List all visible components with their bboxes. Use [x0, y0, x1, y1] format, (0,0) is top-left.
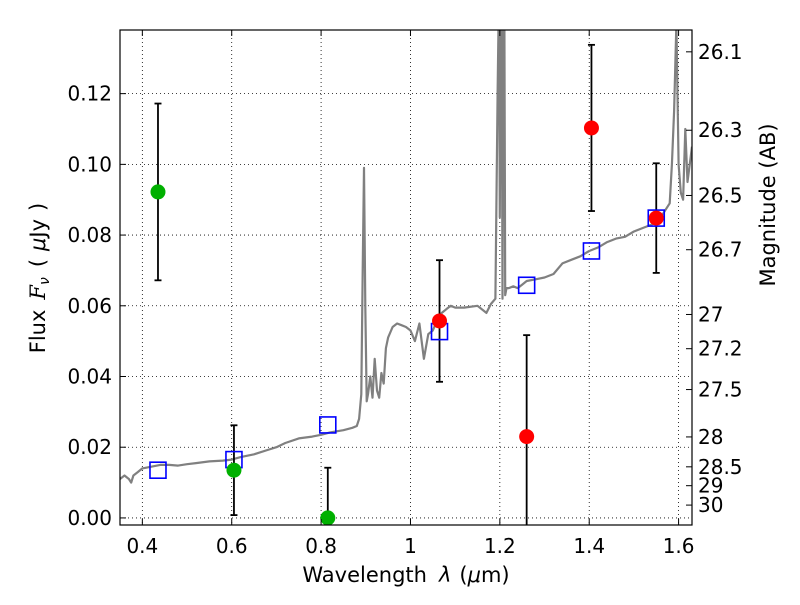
model-band-square: [647, 209, 666, 227]
y-axis-label: FluxFν(μJy): [26, 203, 53, 353]
y-tick-label: 0.10: [67, 152, 112, 176]
sed-spectrum-line: [120, 30, 692, 484]
grid: [120, 30, 692, 525]
x-tick-label: 0.6: [216, 534, 248, 558]
y2-tick-label: 26.5: [698, 183, 743, 207]
model-band-square: [318, 416, 337, 434]
y-tick-label: 0.04: [67, 365, 112, 389]
model-band-square: [149, 461, 167, 479]
y2-tick-label: 27: [698, 302, 723, 326]
y2-tick-label: 27.2: [698, 337, 743, 361]
y2-tick-label: 28: [698, 425, 723, 449]
nir-point: [519, 429, 535, 445]
nir-point: [583, 120, 599, 136]
y-tick-label: 0.06: [67, 294, 112, 318]
optical-point: [320, 510, 336, 525]
optical-point: [150, 184, 166, 200]
y-tick-label: 0.00: [67, 506, 112, 530]
y-tick-label: 0.12: [67, 82, 112, 106]
y2-tick-label: 27.5: [698, 378, 743, 402]
y2-axis-label: Magnitude (AB): [756, 123, 780, 286]
y2-tick-label: 29: [698, 474, 723, 498]
nir-point: [432, 313, 448, 329]
x-axis-label: Wavelength λ (μm): [302, 563, 509, 587]
y2-tick-label: 26.3: [698, 118, 743, 142]
x-tick-label: 1.4: [573, 534, 605, 558]
y-tick-label: 0.02: [67, 435, 112, 459]
model-band-square: [517, 276, 536, 295]
optical-point: [226, 462, 242, 478]
y-tick-label: 0.08: [67, 223, 112, 247]
axes-ticks: 0.4 0.6 0.8 1 1.2 1.4 1.6 0.00 0.02 0.04 0.06 0.08 0…: [67, 30, 743, 558]
plot-area: [120, 30, 692, 525]
y2-tick-label: 30: [698, 493, 723, 517]
nir-point: [648, 210, 664, 226]
y2-tick-label: 26.1: [698, 40, 743, 64]
y2-tick-label: 26.7: [698, 238, 743, 262]
x-tick-label: 1: [404, 534, 417, 558]
x-tick-label: 0.8: [305, 534, 337, 558]
x-tick-label: 0.4: [126, 534, 158, 558]
model-band-square: [582, 242, 601, 260]
y2-tick-label: 28.5: [698, 455, 743, 479]
x-tick-label: 1.2: [484, 534, 516, 558]
x-tick-label: 1.6: [663, 534, 695, 558]
plot-frame: [119, 29, 693, 526]
